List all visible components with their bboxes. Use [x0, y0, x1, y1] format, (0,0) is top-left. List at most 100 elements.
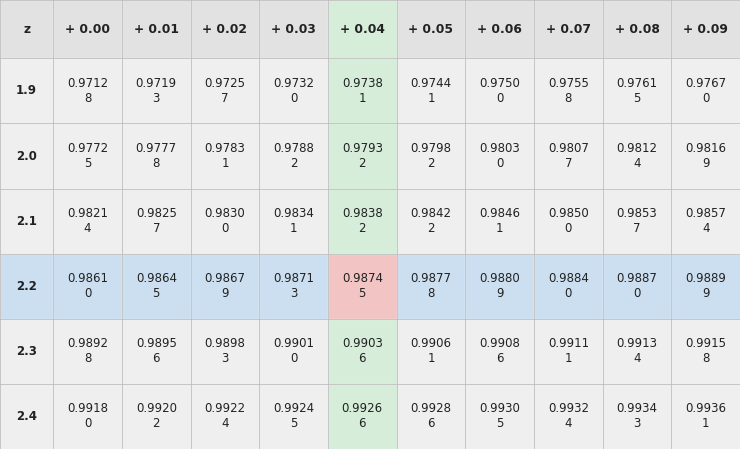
- Text: 0.9928
6: 0.9928 6: [411, 402, 451, 431]
- Bar: [191, 319, 259, 384]
- Bar: [259, 0, 328, 58]
- Text: 0.9913
4: 0.9913 4: [616, 337, 658, 365]
- Bar: [465, 319, 534, 384]
- Bar: [328, 384, 397, 449]
- Text: 2.0: 2.0: [16, 150, 37, 163]
- Bar: [671, 319, 740, 384]
- Bar: [328, 123, 397, 189]
- Bar: [0, 0, 53, 58]
- Bar: [328, 58, 397, 123]
- Text: 0.9877
8: 0.9877 8: [411, 272, 451, 300]
- Bar: [53, 384, 122, 449]
- Text: 0.9934
3: 0.9934 3: [616, 402, 658, 431]
- Bar: [0, 189, 53, 254]
- Bar: [465, 384, 534, 449]
- Bar: [602, 254, 671, 319]
- Text: + 0.01: + 0.01: [134, 23, 179, 35]
- Bar: [191, 384, 259, 449]
- Text: 1.9: 1.9: [16, 84, 37, 97]
- Text: 2.4: 2.4: [16, 410, 37, 423]
- Text: 0.9755
8: 0.9755 8: [548, 77, 589, 105]
- Bar: [328, 189, 397, 254]
- Text: 0.9861
0: 0.9861 0: [67, 272, 108, 300]
- Text: 0.9825
7: 0.9825 7: [136, 207, 177, 235]
- Bar: [259, 189, 328, 254]
- Text: 0.9926
6: 0.9926 6: [342, 402, 383, 431]
- Bar: [534, 254, 602, 319]
- Bar: [122, 0, 191, 58]
- Bar: [0, 319, 53, 384]
- Bar: [191, 123, 259, 189]
- Text: 0.9884
0: 0.9884 0: [548, 272, 589, 300]
- Text: 0.9918
0: 0.9918 0: [67, 402, 108, 431]
- Bar: [191, 189, 259, 254]
- Bar: [602, 319, 671, 384]
- Bar: [671, 58, 740, 123]
- Text: 0.9889
9: 0.9889 9: [685, 272, 726, 300]
- Text: 0.9898
3: 0.9898 3: [204, 337, 246, 365]
- Bar: [53, 254, 122, 319]
- Bar: [465, 0, 534, 58]
- Bar: [397, 254, 465, 319]
- Bar: [259, 319, 328, 384]
- Text: 0.9821
4: 0.9821 4: [67, 207, 108, 235]
- Text: 0.9719
3: 0.9719 3: [135, 77, 177, 105]
- Bar: [122, 189, 191, 254]
- Bar: [534, 0, 602, 58]
- Bar: [328, 0, 397, 58]
- Bar: [534, 58, 602, 123]
- Text: 0.9874
5: 0.9874 5: [342, 272, 383, 300]
- Bar: [671, 0, 740, 58]
- Text: 0.9744
1: 0.9744 1: [411, 77, 451, 105]
- Text: + 0.05: + 0.05: [408, 23, 454, 35]
- Bar: [397, 319, 465, 384]
- Bar: [191, 58, 259, 123]
- Text: 0.9712
8: 0.9712 8: [67, 77, 108, 105]
- Text: 0.9864
5: 0.9864 5: [135, 272, 177, 300]
- Text: 0.9867
9: 0.9867 9: [204, 272, 246, 300]
- Text: 0.9767
0: 0.9767 0: [685, 77, 726, 105]
- Bar: [397, 123, 465, 189]
- Text: z: z: [23, 23, 30, 35]
- Text: 0.9850
0: 0.9850 0: [548, 207, 589, 235]
- Bar: [602, 0, 671, 58]
- Bar: [259, 123, 328, 189]
- Bar: [465, 254, 534, 319]
- Bar: [465, 58, 534, 123]
- Bar: [328, 319, 397, 384]
- Text: + 0.07: + 0.07: [546, 23, 591, 35]
- Bar: [191, 0, 259, 58]
- Text: 0.9892
8: 0.9892 8: [67, 337, 108, 365]
- Text: + 0.03: + 0.03: [271, 23, 316, 35]
- Text: 2.3: 2.3: [16, 345, 37, 358]
- Bar: [397, 384, 465, 449]
- Text: 0.9930
5: 0.9930 5: [480, 402, 520, 431]
- Text: 0.9915
8: 0.9915 8: [685, 337, 726, 365]
- Bar: [122, 319, 191, 384]
- Text: + 0.02: + 0.02: [203, 23, 247, 35]
- Text: 0.9932
4: 0.9932 4: [548, 402, 589, 431]
- Text: 0.9772
5: 0.9772 5: [67, 142, 108, 170]
- Text: 0.9750
0: 0.9750 0: [480, 77, 520, 105]
- Text: 0.9853
7: 0.9853 7: [616, 207, 657, 235]
- Text: + 0.06: + 0.06: [477, 23, 522, 35]
- Bar: [534, 319, 602, 384]
- Text: 0.9842
2: 0.9842 2: [411, 207, 451, 235]
- Bar: [53, 189, 122, 254]
- Text: 0.9887
0: 0.9887 0: [616, 272, 657, 300]
- Bar: [671, 189, 740, 254]
- Text: 0.9880
9: 0.9880 9: [480, 272, 520, 300]
- Bar: [122, 384, 191, 449]
- Text: 0.9798
2: 0.9798 2: [411, 142, 451, 170]
- Text: 0.9908
6: 0.9908 6: [480, 337, 520, 365]
- Text: 0.9936
1: 0.9936 1: [685, 402, 726, 431]
- Bar: [53, 123, 122, 189]
- Text: 0.9788
2: 0.9788 2: [273, 142, 314, 170]
- Text: 0.9732
0: 0.9732 0: [273, 77, 314, 105]
- Bar: [122, 58, 191, 123]
- Bar: [122, 123, 191, 189]
- Bar: [259, 384, 328, 449]
- Text: 0.9911
1: 0.9911 1: [548, 337, 589, 365]
- Text: 0.9803
0: 0.9803 0: [480, 142, 520, 170]
- Text: 0.9924
5: 0.9924 5: [273, 402, 314, 431]
